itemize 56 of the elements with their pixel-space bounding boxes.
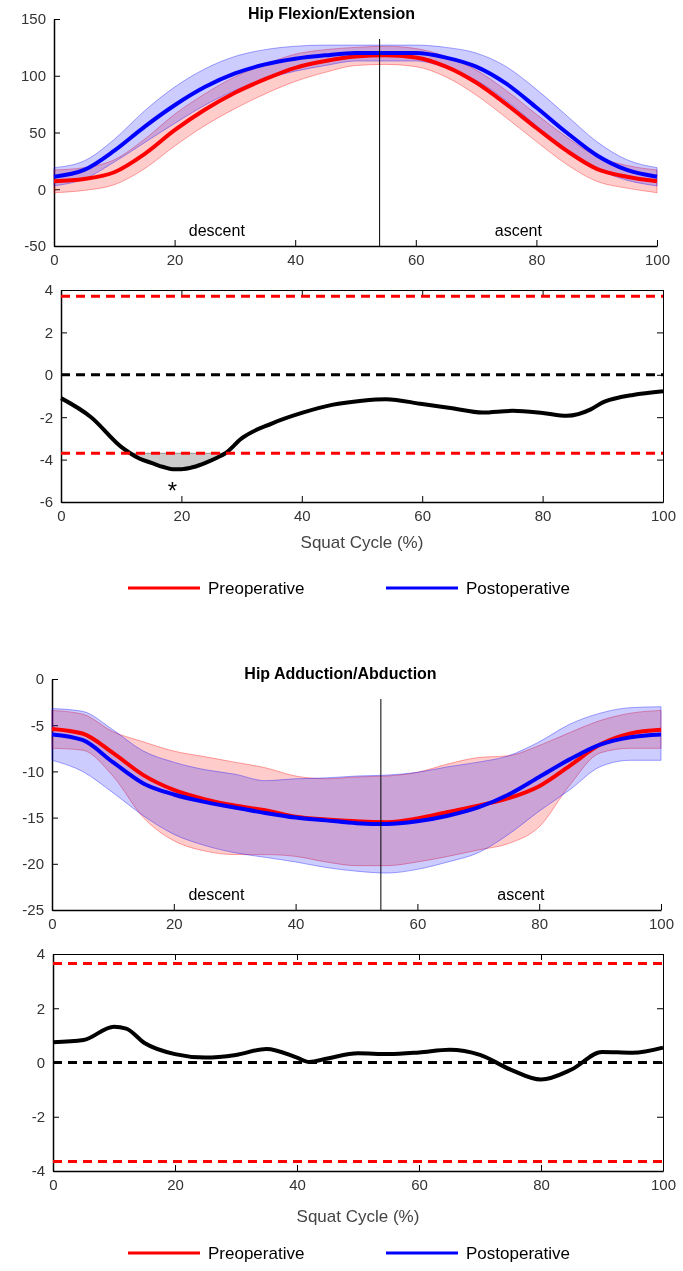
x-tick-label: 100 <box>644 250 671 268</box>
y-tick-label: -2 <box>31 1108 45 1126</box>
annotation: descent <box>188 886 245 903</box>
annotation: descent <box>188 222 246 239</box>
y-tick-label: -20 <box>22 855 44 873</box>
x-tick-label: 20 <box>166 250 184 268</box>
x-axis-title: Squat Cycle (%) <box>296 1207 420 1226</box>
x-tick-label: 80 <box>534 506 552 524</box>
annotation: ascent <box>497 886 546 903</box>
x-tick-label: 100 <box>648 914 675 932</box>
y-tick-label: -4 <box>39 450 53 468</box>
x-tick-label: 40 <box>287 250 305 268</box>
y-tick-label: 0 <box>35 670 44 688</box>
y-tick-label: 4 <box>36 945 45 963</box>
y-tick-label: -10 <box>22 762 44 780</box>
x-tick-label: 60 <box>409 914 427 932</box>
y-tick-label: -2 <box>39 408 53 426</box>
legend-label: Postoperative <box>466 1244 570 1263</box>
x-tick-label: 40 <box>287 914 305 932</box>
legend-label: Preoperative <box>208 1244 305 1263</box>
chart-title: Hip Flexion/Extension <box>247 5 416 22</box>
y-tick-label: 50 <box>29 123 46 141</box>
legend-label: Postoperative <box>466 579 570 598</box>
x-tick-label: 60 <box>411 1175 428 1193</box>
x-tick-label: 60 <box>414 506 432 524</box>
x-tick-label: 20 <box>173 506 191 524</box>
y-tick-label: 0 <box>44 366 53 384</box>
y-tick-label: -5 <box>30 716 44 734</box>
y-tick-label: -50 <box>24 237 46 255</box>
x-tick-label: 100 <box>650 1175 677 1193</box>
x-tick-label: 0 <box>57 506 66 524</box>
x-tick-label: 100 <box>650 506 677 524</box>
x-axis-title: Squat Cycle (%) <box>300 533 424 552</box>
y-tick-label: -25 <box>22 901 44 919</box>
x-tick-label: 80 <box>528 250 546 268</box>
chart-title: Hip Adduction/Abduction <box>244 665 437 682</box>
x-tick-label: 80 <box>531 914 549 932</box>
y-tick-label: 100 <box>20 67 46 85</box>
annotation: ascent <box>494 222 543 239</box>
x-tick-label: 40 <box>289 1175 306 1193</box>
y-tick-label: 2 <box>36 999 45 1017</box>
legend-label: Preoperative <box>208 579 305 598</box>
y-tick-label: -15 <box>22 808 44 826</box>
x-tick-label: 60 <box>407 250 425 268</box>
y-tick-label: 2 <box>44 323 53 341</box>
x-tick-label: 40 <box>293 506 311 524</box>
x-tick-label: 80 <box>533 1175 550 1193</box>
y-tick-label: -6 <box>39 493 53 511</box>
y-tick-label: 150 <box>20 10 46 28</box>
y-tick-label: 4 <box>44 281 53 299</box>
y-tick-label: -4 <box>31 1162 45 1180</box>
x-tick-label: 20 <box>167 1175 184 1193</box>
x-tick-label: 20 <box>165 914 183 932</box>
y-tick-label: 0 <box>36 1053 45 1071</box>
annotation: * <box>167 477 178 505</box>
y-tick-label: 0 <box>37 180 46 198</box>
